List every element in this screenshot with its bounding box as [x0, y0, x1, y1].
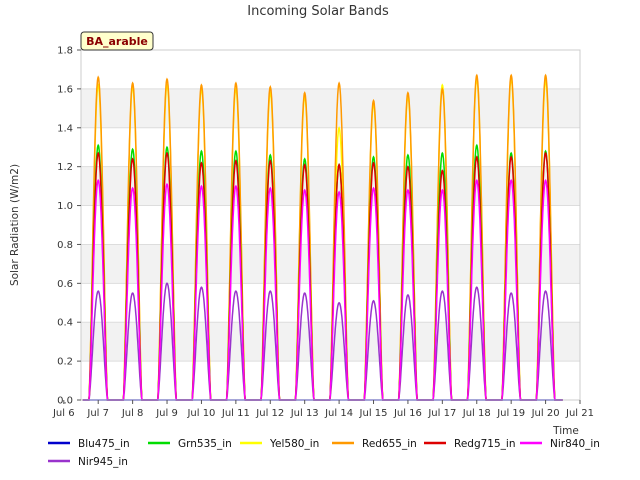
y-tick-label: 0.8: [57, 240, 73, 251]
x-tick-label: Jul 16: [393, 408, 422, 419]
x-tick-label: Jul 20: [531, 408, 560, 419]
x-tick-label: Jul 18: [462, 408, 491, 419]
x-ticks: Jul 6 Jul 7 Jul 8 Jul 9 Jul 10 Jul 11 Jul 12 Ju…: [52, 400, 594, 419]
x-tick-label: Jul 17: [427, 408, 456, 419]
grid-band: [81, 166, 580, 206]
x-tick-label: Jul 10: [186, 408, 215, 419]
y-tick-label: 0.4: [57, 318, 73, 329]
x-tick-label: Jul 12: [255, 408, 284, 419]
y-tick-label: 1.0: [57, 201, 73, 212]
y-ticks: 0.0 0.2 0.4 0.6 0.8 1.0 1.2 1.4 1.6 1.8: [57, 46, 81, 407]
x-tick-label: Jul 9: [155, 408, 178, 419]
y-tick-label: 0.2: [57, 357, 73, 368]
y-tick-label: 1.6: [57, 84, 73, 95]
legend-label: Blu475_in: [78, 438, 130, 450]
y-tick-label: 0.6: [57, 279, 73, 290]
legend-label: Red655_in: [362, 438, 417, 450]
x-tick-label: Jul 13: [290, 408, 319, 419]
x-tick-label: Jul 11: [221, 408, 250, 419]
y-tick-label: 1.8: [57, 46, 73, 57]
legend-label: Nir945_in: [78, 456, 128, 468]
legend-label: Grn535_in: [178, 438, 232, 450]
x-tick-label: Jul 8: [121, 408, 144, 419]
y-tick-label: 1.2: [57, 162, 73, 173]
x-tick-label: Jul 14: [324, 408, 353, 419]
grid-band: [81, 244, 580, 284]
grid-band: [81, 88, 580, 128]
chart-title: Incoming Solar Bands: [247, 4, 389, 19]
y-tick-label: 0.0: [57, 396, 73, 407]
site-tag: BA_arable: [80, 31, 154, 51]
legend-label: Yel580_in: [269, 438, 319, 450]
x-tick-label: Jul 21: [565, 408, 594, 419]
y-tick-label: 1.4: [57, 123, 73, 134]
legend: Blu475_in Grn535_in Yel580_in Red655_in Redg…: [48, 438, 600, 468]
legend-label: Nir840_in: [550, 438, 600, 450]
x-tick-label: Jul 19: [496, 408, 525, 419]
site-tag-box: [80, 31, 154, 51]
plot-frame: [80, 49, 581, 401]
y-axis-label: Solar Radiation (W/m2): [9, 164, 21, 286]
x-tick-label: Jul 6: [52, 408, 75, 419]
x-tick-label: Jul 7: [86, 408, 109, 419]
x-tick-label: Jul 15: [359, 408, 388, 419]
series-line-nir840-in: [82, 178, 563, 401]
x-axis-label: Time: [552, 425, 579, 437]
legend-label: Redg715_in: [454, 438, 515, 450]
grid-band: [81, 322, 580, 362]
site-tag-label: BA_arable: [86, 35, 148, 48]
